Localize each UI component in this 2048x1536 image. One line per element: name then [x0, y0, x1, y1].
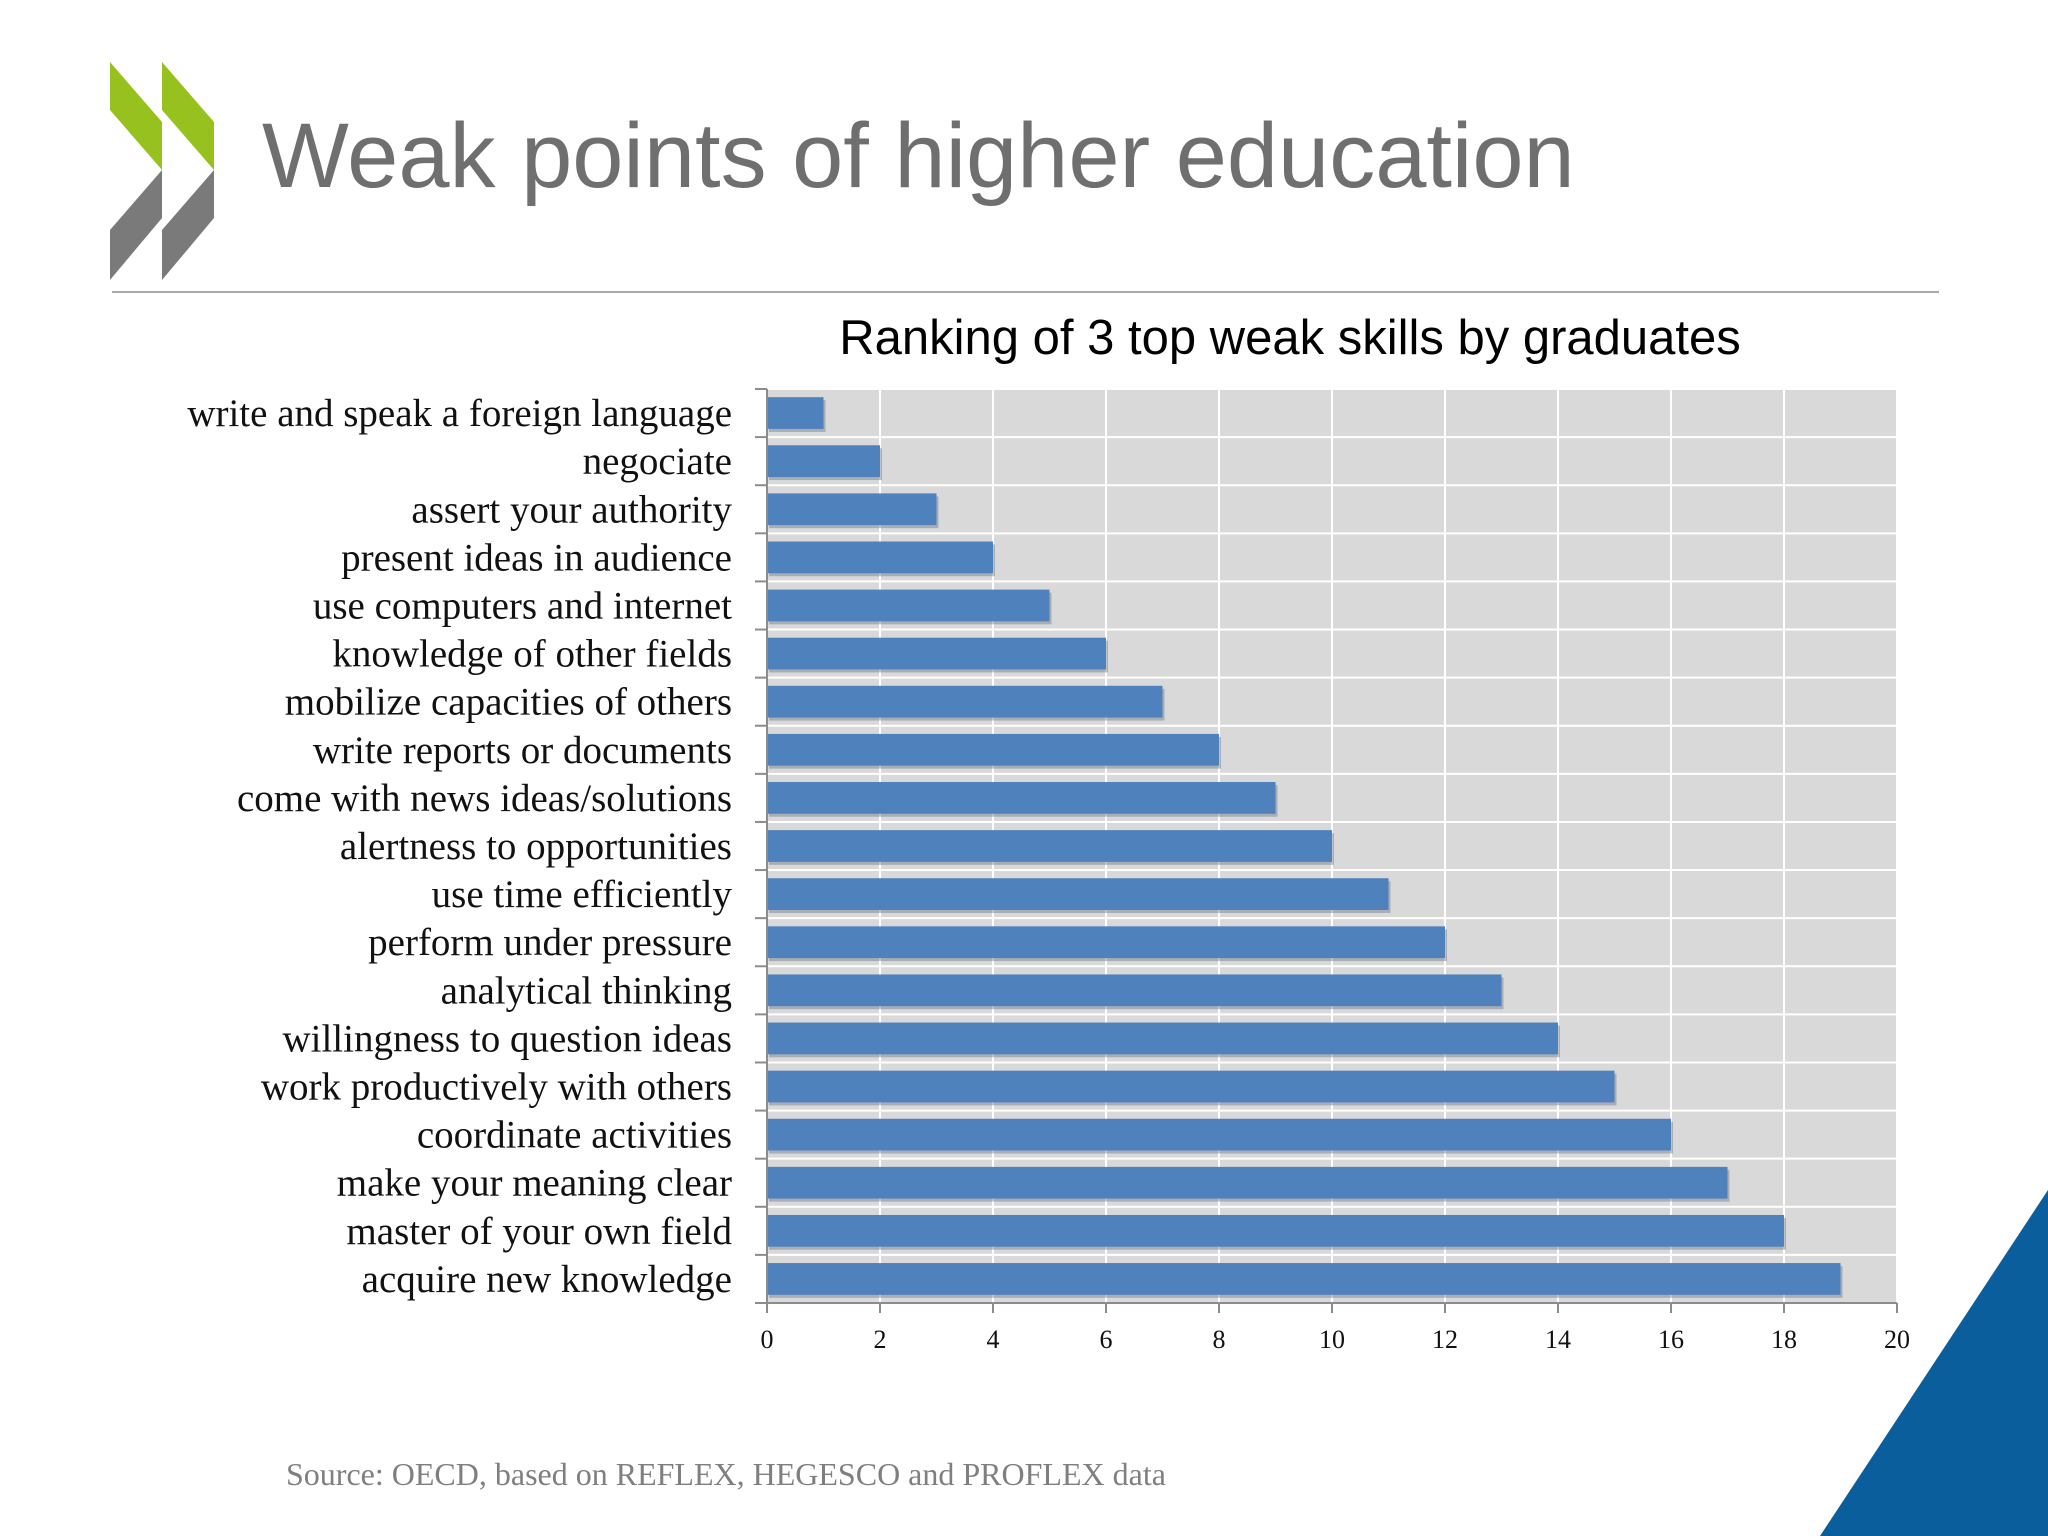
category-label: coordinate activities — [417, 1114, 732, 1157]
category-label: use computers and internet — [313, 584, 732, 627]
category-label: present ideas in audience — [341, 536, 732, 579]
category-label: work productively with others — [261, 1066, 732, 1109]
bar — [767, 589, 1050, 622]
corner-triangle-shape — [1820, 1190, 2048, 1536]
bar — [767, 637, 1106, 670]
bar — [767, 493, 937, 526]
category-label: alertness to opportunities — [340, 825, 732, 868]
category-label: use time efficiently — [432, 873, 733, 916]
bar — [767, 878, 1389, 910]
source-note: Source: OECD, based on REFLEX, HEGESCO a… — [286, 1456, 1166, 1492]
x-tick-label: 18 — [1771, 1325, 1797, 1354]
x-tick-labels: 0 2 4 6 8 10 12 14 16 18 20 — [761, 1325, 1911, 1354]
x-tick-label: 14 — [1545, 1325, 1571, 1354]
bar — [767, 926, 1445, 959]
title-divider — [112, 291, 1939, 293]
x-tick-label: 8 — [1213, 1325, 1226, 1354]
bar — [767, 830, 1332, 862]
x-tick-label: 12 — [1432, 1325, 1458, 1354]
x-tick-label: 0 — [761, 1325, 774, 1354]
x-tick-label: 20 — [1884, 1325, 1910, 1354]
bar — [767, 1070, 1615, 1103]
bar — [767, 974, 1502, 1007]
logo-chevron-right-gray — [162, 170, 214, 280]
bar — [767, 1166, 1728, 1199]
category-label: knowledge of other fields — [332, 633, 732, 676]
category-label: willingness to question ideas — [282, 1017, 732, 1060]
category-label: assert your authority — [411, 488, 732, 531]
category-label: make your meaning clear — [337, 1162, 732, 1205]
chart-title: Ranking of 3 top weak skills by graduate… — [839, 311, 1741, 365]
category-label: master of your own field — [346, 1210, 732, 1253]
category-label: acquire new knowledge — [362, 1258, 732, 1301]
category-label: write and speak a foreign language — [187, 392, 732, 435]
bars — [767, 397, 1843, 1298]
bar — [767, 1263, 1841, 1295]
category-label: negociate — [583, 440, 732, 483]
bar — [767, 541, 993, 574]
category-label: perform under pressure — [368, 921, 732, 964]
category-label: come with news ideas/solutions — [237, 777, 732, 820]
bar — [767, 1118, 1671, 1151]
axes — [755, 388, 1898, 1313]
x-tick-label: 6 — [1100, 1325, 1113, 1354]
bar — [767, 685, 1163, 718]
category-label: analytical thinking — [441, 969, 732, 1012]
x-tick-label: 2 — [874, 1325, 887, 1354]
bar — [767, 397, 824, 429]
slide-title: Weak points of higher education — [262, 105, 1575, 207]
logo-chevron-right-green — [162, 62, 214, 170]
bar — [767, 445, 880, 478]
logo-chevron-left-green — [110, 62, 162, 170]
x-tick-label: 4 — [987, 1325, 1000, 1354]
x-tick-label: 16 — [1658, 1325, 1684, 1354]
bar — [767, 1022, 1558, 1055]
x-tick-label: 10 — [1319, 1325, 1345, 1354]
bar — [767, 782, 1276, 814]
logo-chevron-left-gray — [110, 170, 162, 280]
bar — [767, 733, 1219, 766]
category-labels: write and speak a foreign language negoci… — [187, 392, 732, 1301]
bar — [767, 1214, 1784, 1247]
category-label: mobilize capacities of others — [285, 681, 732, 724]
double-chevron-icon — [110, 62, 214, 280]
category-label: write reports or documents — [313, 729, 732, 772]
